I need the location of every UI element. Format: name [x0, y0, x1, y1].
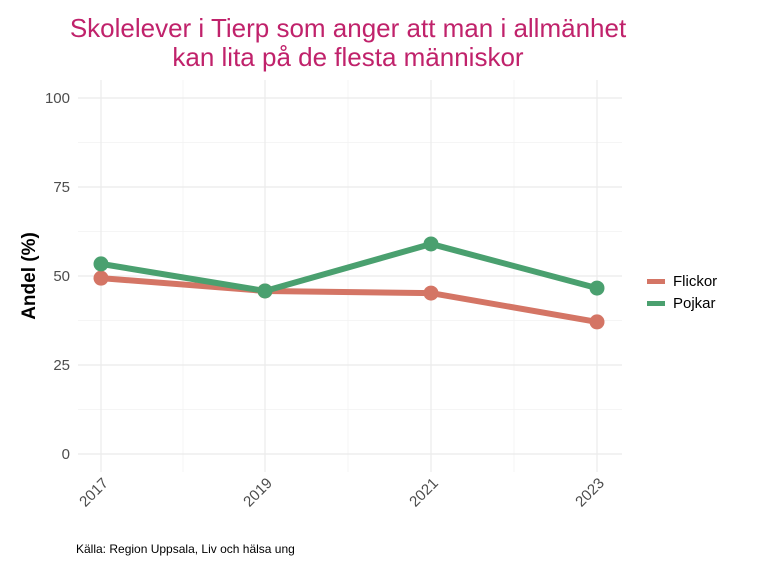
- data-point-pojkar: [423, 236, 439, 252]
- y-tick-label: 75: [53, 179, 70, 196]
- legend: Flickor Pojkar: [647, 270, 717, 314]
- data-point-pojkar: [589, 280, 605, 296]
- data-point-flickor: [93, 270, 109, 286]
- legend-label-pojkar: Pojkar: [673, 294, 716, 312]
- data-point-flickor: [589, 314, 605, 330]
- y-tick-label: 0: [62, 446, 70, 463]
- y-tick-label: 100: [45, 90, 70, 107]
- chart-title-line-2: kan lita på de flesta människor: [172, 42, 524, 72]
- x-tick-label: 2021: [406, 475, 442, 511]
- x-tick-label: 2017: [76, 475, 112, 511]
- data-point-pojkar: [257, 283, 273, 299]
- data-point-pojkar: [93, 256, 109, 272]
- chart-title: Skolelever i Tierp som anger att man i a…: [0, 14, 696, 72]
- x-tick-label: 2019: [240, 475, 276, 511]
- chart-title-line-1: Skolelever i Tierp som anger att man i a…: [69, 13, 627, 43]
- legend-swatch-pojkar: [647, 300, 665, 306]
- series-line-flickor: [100, 275, 598, 325]
- legend-label-flickor: Flickor: [673, 272, 718, 290]
- legend-item-pojkar: Pojkar: [647, 292, 717, 314]
- series-line-pojkar: [100, 240, 598, 294]
- source-caption: Källa: Region Uppsala, Liv och hälsa ung: [76, 542, 295, 556]
- legend-swatch-flickor: [647, 278, 665, 284]
- y-tick-label: 25: [53, 357, 70, 374]
- data-point-flickor: [423, 285, 439, 301]
- legend-item-flickor: Flickor: [647, 270, 717, 292]
- y-tick-label: 50: [53, 268, 70, 285]
- x-tick-label: 2023: [572, 475, 608, 511]
